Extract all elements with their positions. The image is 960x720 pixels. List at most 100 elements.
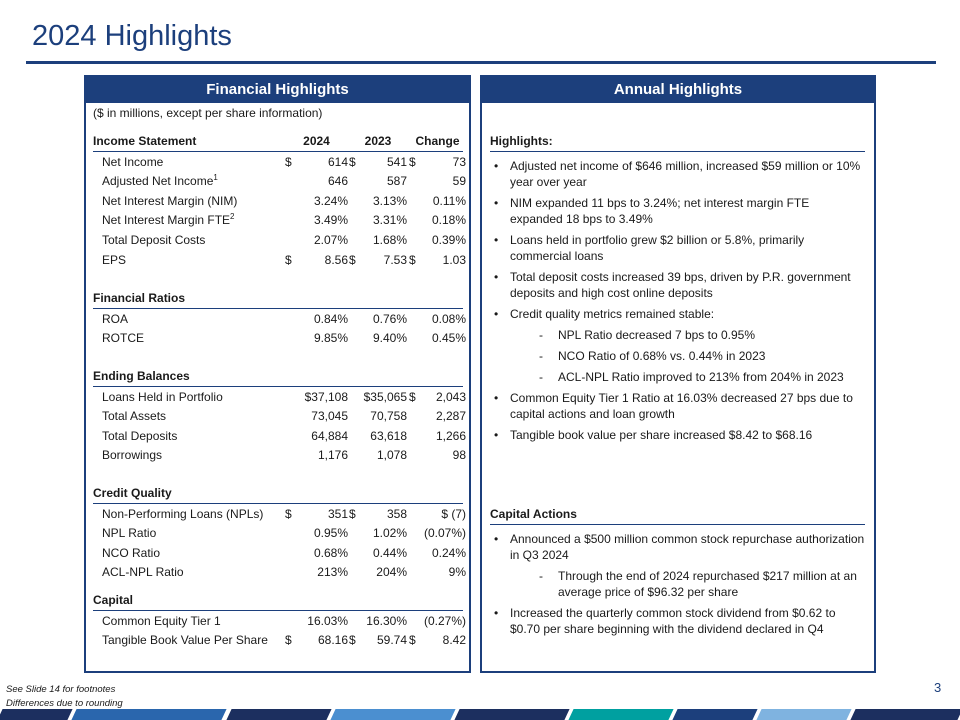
cell-value: 0.18% [431, 213, 466, 228]
cell-value: 587 [386, 174, 407, 189]
table-row: EPS $8.56 $7.53 $1.03 [102, 251, 467, 270]
table-row: Total Deposit Costs 2.07% 1.68% 0.39% [102, 231, 467, 250]
footnote-mark: 1 [213, 173, 218, 183]
table-cell: 0.24% [409, 544, 466, 563]
highlight-block: Highlights: Adjusted net income of $646 m… [490, 132, 865, 448]
table-cell: (0.07%) [409, 524, 466, 543]
bullet-item: Adjusted net income of $646 million, inc… [490, 158, 865, 190]
table-cell: $8.42 [409, 631, 466, 650]
table-cell: 9.40% [349, 329, 407, 348]
stripe-segment [454, 709, 570, 720]
column-heading: 2023 [364, 134, 392, 148]
table-cell: 646 [285, 172, 348, 191]
table-cell: 3.31% [349, 211, 407, 230]
cell-value: 541 [386, 154, 407, 169]
sub-item: NCO Ratio of 0.68% vs. 0.44% in 2023 [490, 348, 865, 364]
table-cell: 70,758 [349, 407, 407, 426]
table-cell: 64,884 [285, 427, 348, 446]
title-rule [26, 61, 936, 64]
table-cell: 9% [409, 563, 466, 582]
row-label: EPS [102, 252, 127, 267]
footnote: Differences due to rounding [6, 698, 123, 709]
page-number: 3 [934, 680, 942, 695]
table-cell: 73,045 [285, 407, 348, 426]
table-cell: 3.24% [285, 192, 348, 211]
row-label: Net Interest Margin (NIM) [102, 193, 238, 208]
table-cell: 16.30% [349, 612, 407, 631]
currency-sign: $ [349, 506, 356, 521]
bullet-item: Announced a $500 million common stock re… [490, 531, 865, 563]
table-cell: 2.07% [285, 231, 348, 250]
section-title: Credit Quality [93, 486, 172, 500]
bullet-item: Increased the quarterly common stock div… [490, 605, 865, 637]
table-cell: $7.53 [349, 251, 407, 270]
table-cell: 0.95% [285, 524, 348, 543]
table-row: Total Deposits 64,884 63,618 1,266 [102, 427, 467, 446]
currency-sign: $ [285, 506, 292, 521]
table-row: Total Assets 73,045 70,758 2,287 [102, 407, 467, 426]
table-cell: $358 [349, 505, 407, 524]
cell-value: 7.53 [383, 252, 407, 267]
block-title: Capital Actions [490, 505, 865, 525]
section-heading: Income Statement 2024 2023 Change [93, 132, 463, 152]
cell-value: 8.56 [324, 252, 348, 267]
section-title: Ending Balances [93, 369, 190, 383]
row-label: ACL-NPL Ratio [102, 565, 184, 580]
cell-value: 0.45% [431, 331, 466, 346]
section-heading: Ending Balances [93, 367, 463, 387]
cell-value: 1.68% [372, 232, 407, 247]
section-title: Financial Ratios [93, 291, 186, 305]
table-cell: 0.11% [409, 192, 466, 211]
table-cell: $1.03 [409, 251, 466, 270]
table-row: ROA 0.84% 0.76% 0.08% [102, 310, 467, 329]
cell-value: 73 [452, 154, 466, 169]
table-row: Tangible Book Value Per Share $68.16 $59.7… [102, 631, 467, 650]
section-title: Capital [93, 593, 134, 607]
sub-item: Through the end of 2024 repurchased $217… [490, 568, 865, 600]
table-row: NCO Ratio 0.68% 0.44% 0.24% [102, 544, 467, 563]
cell-value: 204% [376, 565, 407, 580]
cell-value: 73,045 [311, 409, 348, 424]
table-cell: $2,043 [409, 388, 466, 407]
slide-title: 2024 Highlights [32, 20, 232, 52]
table-cell: 0.76% [349, 310, 407, 329]
block-title: Highlights: [490, 132, 865, 152]
column-heading: Change [415, 134, 460, 148]
cell-value: 64,884 [311, 428, 348, 443]
cell-value: $35,065 [363, 389, 407, 404]
currency-sign: $ [349, 633, 356, 648]
cell-value: 646 [327, 174, 348, 189]
cell-value: 9% [448, 565, 466, 580]
cell-value: 1,078 [376, 448, 407, 463]
cell-value: 2.07% [313, 232, 348, 247]
stripe-segment [330, 709, 456, 720]
table-cell: 1,266 [409, 427, 466, 446]
section-heading: Financial Ratios [93, 289, 463, 309]
bullet-item: Total deposit costs increased 39 bps, dr… [490, 269, 865, 301]
section-heading: Credit Quality [93, 484, 463, 504]
table-row: Borrowings 1,176 1,078 98 [102, 446, 467, 465]
table-cell: 0.39% [409, 231, 466, 250]
row-label: ROA [102, 311, 129, 326]
row-label: Net Interest Margin FTE [102, 213, 231, 228]
section-title: Income Statement [93, 134, 197, 148]
note: ($ in millions, except per share informa… [93, 106, 323, 120]
row-label: Borrowings [102, 448, 163, 463]
row-label: Common Equity Tier 1 [102, 613, 221, 628]
sub-item: ACL-NPL Ratio improved to 213% from 204%… [490, 369, 865, 385]
cell-value: 0.39% [431, 232, 466, 247]
panel-heading: Annual Highlights [482, 77, 874, 103]
table-row: Common Equity Tier 1 16.03% 16.30% (0.27%) [102, 612, 467, 631]
stripe-segment [568, 709, 674, 720]
annual-panel: Annual Highlights Highlights: Adjusted ne… [480, 75, 876, 673]
panel-heading: Financial Highlights [86, 77, 469, 103]
table-cell: 3.49% [285, 211, 348, 230]
stripe-segment [850, 709, 960, 720]
bullet-item: Tangible book value per share increased … [490, 427, 865, 443]
currency-sign: $ [285, 633, 292, 648]
footnote-mark: 2 [230, 212, 235, 222]
table-cell: 3.13% [349, 192, 407, 211]
row-label: Total Deposits [102, 428, 178, 443]
table-cell: 1,078 [349, 446, 407, 465]
row-label: Total Deposit Costs [102, 232, 206, 247]
